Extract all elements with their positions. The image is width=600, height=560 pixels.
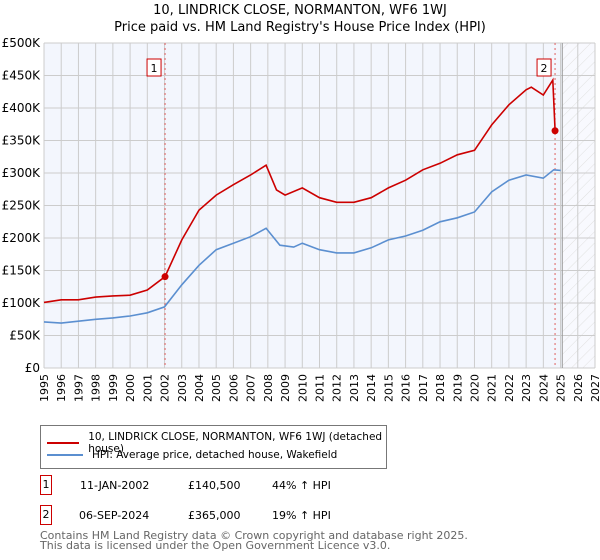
y-tick-label: £150K [2,264,42,278]
x-tick-label: 2027 [589,374,600,402]
x-tick-label: 2021 [486,374,499,402]
y-tick-label: £200K [2,231,42,245]
x-tick-label: 2004 [193,374,206,402]
x-tick-label: 2008 [262,374,275,402]
series-line-hpi [43,168,561,324]
transaction-price: £140,500 [188,478,241,492]
x-tick-label: 1995 [38,374,51,402]
y-tick-label: £500K [2,36,42,50]
x-tick-label: 1999 [107,374,120,402]
x-tick-label: 2003 [176,374,189,402]
x-tick-label: 2002 [159,374,172,402]
chart-title: 10, LINDRICK CLOSE, NORMANTON, WF6 1WJ [153,3,447,18]
x-tick-label: 2010 [296,374,309,402]
transaction-badge: 2 [40,505,52,525]
y-tick-label: £400K [2,101,42,115]
chart-subtitle: Price paid vs. HM Land Registry's House … [114,20,486,35]
x-tick-label: 2014 [365,374,378,402]
y-tick-label: £250K [2,199,42,213]
legend-blue-line [47,454,83,456]
sale-point [551,127,559,135]
x-tick-label: 2006 [227,374,240,402]
x-tick-label: 1998 [90,374,103,402]
transaction-badge: 1 [40,475,52,495]
footer-line2: This data is licensed under the Open Gov… [40,539,391,552]
transaction-row: 1 11-JAN-2002 £140,500 44% ↑ HPI [40,475,331,495]
x-tick-label: 2017 [417,374,430,402]
x-tick-label: 2016 [400,374,413,402]
footer-line1: Contains HM Land Registry data © Crown c… [40,529,468,542]
price-chart: 1995 1996 1997 1998 1999 2000 2001 2002 2003 2004… [2,36,600,402]
y-tick-label: £350K [2,134,42,148]
legend-hpi: HPI: Average price, detached house, Wake… [92,449,338,461]
y-tick-label: £0 [25,361,40,375]
x-tick-label: 2009 [279,374,292,402]
x-tick-label: 1996 [55,374,68,402]
sale-badge-label: 2 [541,62,548,75]
x-tick-label: 2022 [503,374,516,402]
x-tick-label: 2005 [210,374,223,402]
x-tick-label: 2020 [468,374,481,402]
x-tick-label: 2019 [451,374,464,402]
sale-badge-box [536,58,552,77]
x-tick-label: 2023 [520,374,533,402]
y-tick-label: £450K [2,69,42,83]
transaction-hpi: 44% ↑ HPI [272,478,331,492]
transaction-price: £365,000 [188,508,241,522]
transaction-date: 11-JAN-2002 [80,478,150,492]
footer: Contains HM Land Registry data © Crown c… [40,529,468,552]
transaction-date: 06-SEP-2024 [79,508,150,522]
legend-red-line [47,442,80,444]
y-tick-label: £300K [2,166,42,180]
transaction-row: 2 06-SEP-2024 £365,000 19% ↑ HPI [40,505,331,525]
x-tick-label: 2018 [434,374,447,402]
x-tick-label: 2007 [245,374,258,402]
x-tick-label: 2024 [537,374,550,402]
sale-point [161,273,169,281]
x-tick-label: 2001 [141,374,154,402]
x-tick-label: 2015 [382,374,395,402]
transaction-hpi: 19% ↑ HPI [272,508,331,522]
sale-badge-label: 1 [151,62,158,75]
x-tick-label: 2011 [314,374,327,402]
series-line-property [43,77,556,304]
sale-badge-box [146,58,162,77]
legend-property: 10, LINDRICK CLOSE, NORMANTON, WF6 1WJ (… [88,431,383,455]
legend: 10, LINDRICK CLOSE, NORMANTON, WF6 1WJ (… [40,425,387,469]
x-tick-label: 2026 [572,374,585,402]
y-tick-label: £100K [2,296,42,310]
x-tick-label: 2025 [555,374,568,402]
y-tick-label: £50K [9,329,41,343]
x-tick-label: 2012 [331,374,344,402]
x-tick-label: 2013 [348,374,361,402]
x-tick-label: 2000 [124,374,137,402]
x-tick-label: 1997 [72,374,85,402]
